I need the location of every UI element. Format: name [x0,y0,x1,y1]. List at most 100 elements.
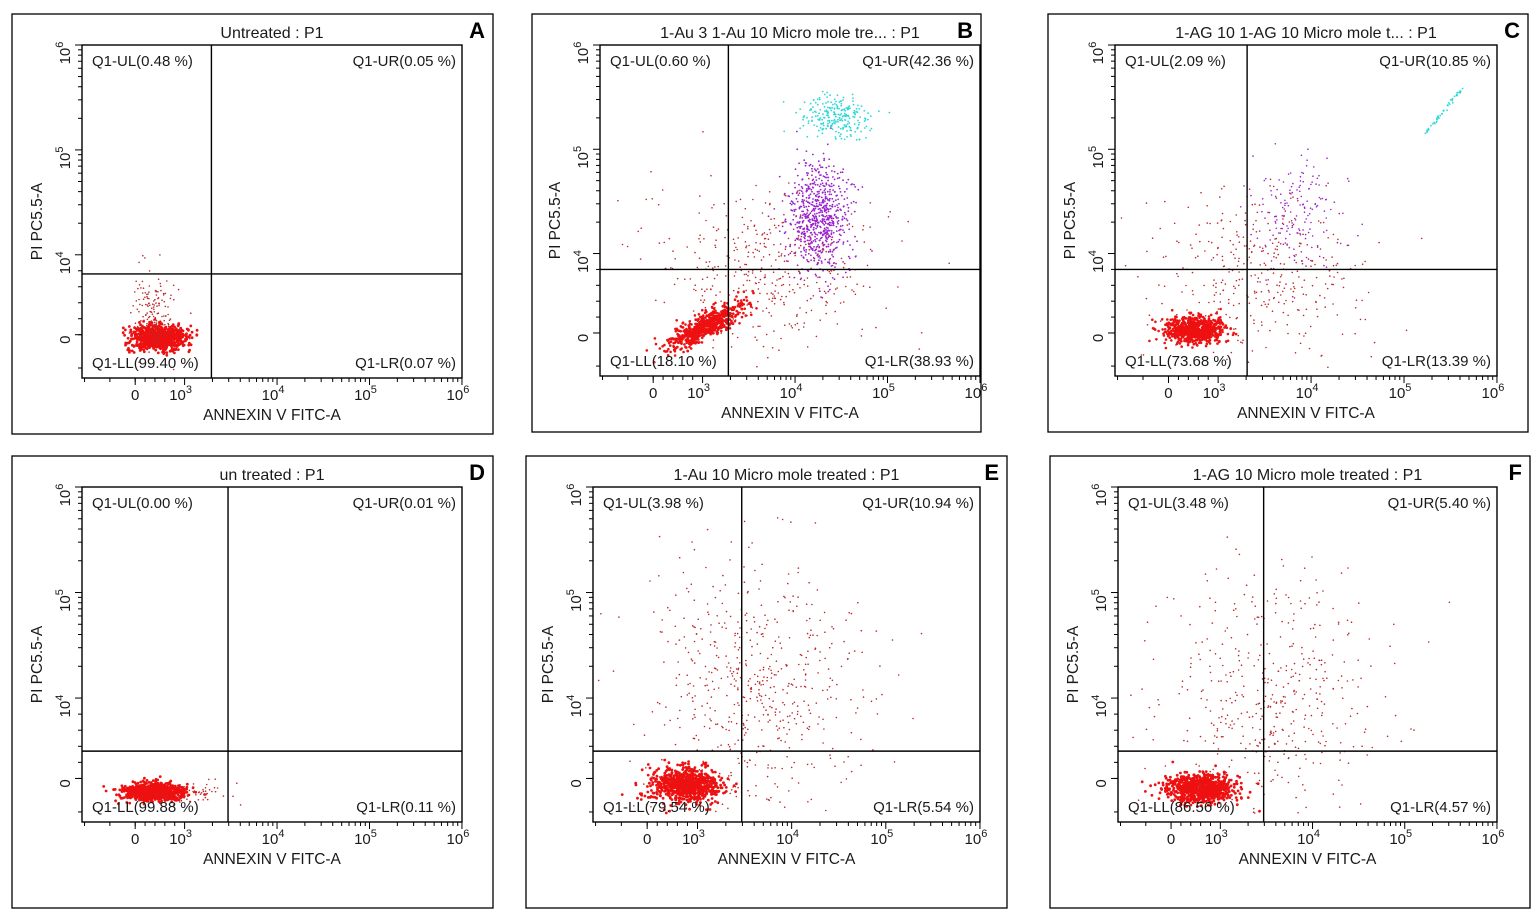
data-point [830,182,833,185]
data-point [784,194,787,197]
data-point [704,306,707,309]
data-point [1272,297,1275,300]
data-point [834,288,837,290]
data-point [819,108,822,111]
data-point [792,218,795,221]
data-point [747,251,750,253]
data-point [847,120,849,123]
data-point [774,290,776,292]
data-point [1234,332,1238,336]
data-point [773,295,775,297]
data-point [1243,245,1246,247]
data-point [777,292,780,294]
data-point [1207,324,1210,327]
data-point [835,230,838,233]
data-point [139,340,143,343]
data-point [746,304,748,306]
data-point [815,220,818,223]
data-point [681,336,684,339]
data-point [833,213,836,216]
data-point [1286,230,1288,232]
data-point [1259,246,1261,248]
data-point [837,185,840,188]
data-point [1258,204,1261,206]
data-point [167,322,169,325]
data-point [1291,295,1294,298]
data-point [686,349,689,353]
data-point [824,258,827,261]
data-point [731,305,735,309]
data-point [146,297,149,300]
data-point [141,280,144,283]
data-point [658,347,662,350]
data-point [854,293,857,296]
data-point [712,267,714,269]
data-point [805,243,807,246]
data-point [1261,247,1264,250]
data-point [1338,212,1341,215]
data-point [1291,222,1293,224]
data-point [836,172,839,175]
data-point [788,284,791,286]
data-point [126,348,130,352]
data-point [799,272,801,275]
data-point [830,215,832,218]
y-tick-label: 106 [54,42,74,65]
data-point [1373,341,1376,344]
data-point [833,278,836,281]
data-point [135,333,139,337]
data-point [815,202,818,205]
data-point [1307,258,1310,260]
data-point [1163,330,1167,334]
data-point [160,340,163,343]
data-point [841,215,844,218]
data-point [821,182,824,185]
data-point [779,243,782,245]
data-point [801,231,804,234]
x-tick-label: 0 [649,385,657,402]
data-point [1309,228,1311,230]
data-point [817,118,819,121]
data-point [773,330,775,332]
data-point [1276,284,1278,287]
data-point [817,221,819,224]
data-point [714,244,716,247]
data-point [1174,315,1177,319]
data-point [781,295,783,298]
data-point [1259,264,1261,266]
data-point [797,270,800,273]
data-point [1285,283,1287,285]
data-point [819,127,822,129]
data-point [801,195,804,198]
data-point [1238,241,1241,243]
data-point [1284,199,1286,202]
data-point [795,237,798,240]
data-point [784,248,787,250]
data-point [1342,212,1344,215]
data-point [190,336,194,340]
data-point [1166,324,1169,327]
data-point [705,261,707,264]
data-point [1312,175,1314,177]
data-point [1303,206,1306,208]
data-point [1204,344,1208,348]
data-point [864,117,867,120]
data-point [1202,326,1206,330]
data-point [1304,237,1307,240]
data-point [812,106,814,108]
data-point [1339,242,1342,245]
data-point [693,314,697,317]
data-point [712,332,715,335]
data-point [816,193,819,196]
data-point [712,314,714,317]
data-point [830,229,833,232]
data-point [821,118,823,121]
data-point [860,335,863,337]
data-point [1197,255,1199,257]
data-point [1322,221,1325,224]
data-point [824,195,827,198]
data-point [151,307,153,310]
data-point [720,300,722,303]
data-point [1194,256,1197,259]
data-point [1242,339,1244,342]
